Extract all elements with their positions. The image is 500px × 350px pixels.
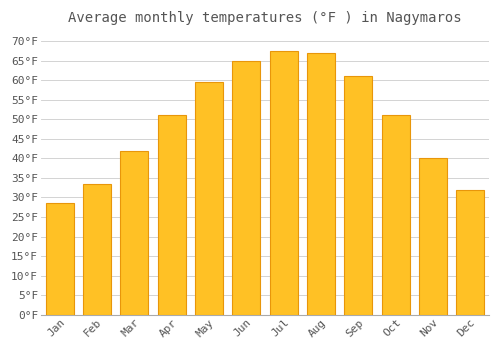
Bar bbox=[456, 190, 484, 315]
Bar bbox=[232, 61, 260, 315]
Bar bbox=[158, 116, 186, 315]
Bar bbox=[120, 150, 148, 315]
Bar bbox=[270, 51, 297, 315]
Bar bbox=[195, 82, 223, 315]
Bar bbox=[46, 203, 74, 315]
Bar bbox=[307, 53, 335, 315]
Bar bbox=[344, 76, 372, 315]
Bar bbox=[83, 184, 111, 315]
Bar bbox=[382, 116, 409, 315]
Title: Average monthly temperatures (°F ) in Nagymaros: Average monthly temperatures (°F ) in Na… bbox=[68, 11, 462, 25]
Bar bbox=[419, 158, 447, 315]
